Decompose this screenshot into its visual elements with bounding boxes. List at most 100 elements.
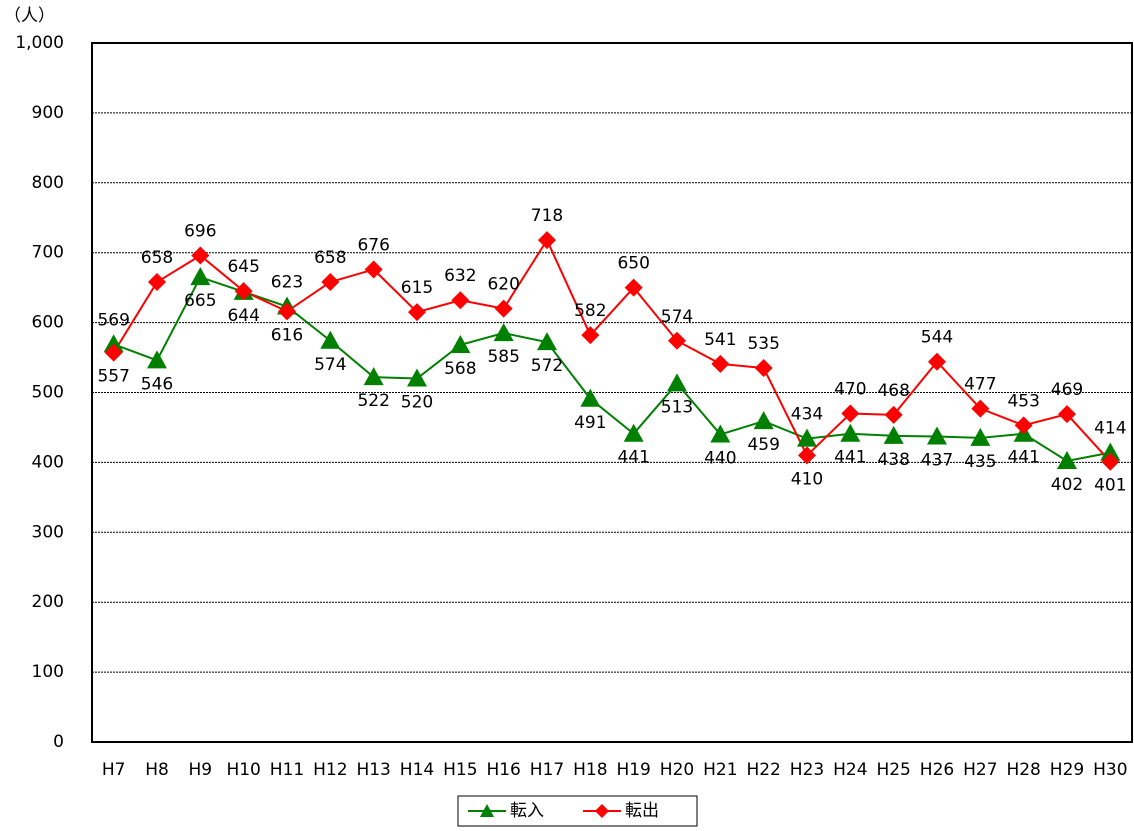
marker (537, 332, 557, 351)
data-label: 522 (357, 391, 389, 411)
data-label: 546 (141, 374, 173, 394)
legend-marker (595, 804, 609, 818)
marker (797, 428, 817, 447)
data-label: 435 (964, 452, 996, 472)
marker (234, 282, 253, 301)
marker (1014, 416, 1033, 435)
data-label: 644 (227, 306, 259, 326)
data-label: 650 (617, 254, 649, 274)
data-label: 453 (1007, 391, 1039, 411)
y-tick-label: 400 (32, 452, 64, 472)
marker (493, 323, 514, 342)
marker (971, 399, 990, 418)
x-tick-label: H29 (1050, 760, 1084, 780)
y-tick-label: 800 (32, 173, 64, 193)
x-tick-label: H21 (703, 760, 737, 780)
marker (147, 350, 167, 369)
marker (278, 302, 296, 321)
legend-item: 転出 (583, 801, 659, 821)
data-label: 477 (964, 375, 996, 395)
marker (104, 343, 123, 362)
x-tick-label: H14 (400, 760, 434, 780)
marker (1058, 405, 1076, 424)
marker (883, 425, 904, 444)
data-label: 623 (271, 273, 303, 293)
marker (753, 411, 774, 430)
marker (321, 273, 340, 292)
data-label: 535 (747, 334, 779, 354)
x-tick-label: H22 (746, 760, 780, 780)
data-label: 557 (97, 367, 129, 387)
data-label: 658 (314, 248, 346, 268)
data-label: 459 (747, 435, 779, 455)
plot-frame (91, 42, 1133, 743)
marker (580, 388, 601, 407)
data-label: 469 (1051, 380, 1083, 400)
marker (494, 299, 513, 318)
data-label: 620 (487, 275, 519, 295)
marker (407, 368, 427, 387)
x-tick-label: H12 (313, 760, 347, 780)
data-label: 696 (184, 221, 216, 241)
marker (927, 426, 947, 445)
x-tick-label: H20 (660, 760, 694, 780)
x-tick-label: H17 (530, 760, 564, 780)
data-label: 718 (531, 206, 563, 226)
x-tick-label: H13 (356, 760, 390, 780)
series-line (113, 275, 1111, 463)
x-tick-label: H23 (790, 760, 824, 780)
x-tick-label: H10 (226, 760, 260, 780)
x-tick-label: H25 (876, 760, 910, 780)
marker (928, 352, 946, 371)
y-tick-label: 500 (32, 383, 64, 403)
marker (538, 231, 556, 250)
marker (451, 291, 470, 310)
marker (841, 404, 860, 423)
marker (364, 260, 383, 279)
marker (711, 354, 730, 373)
data-label: 616 (271, 325, 303, 345)
data-label: 665 (184, 291, 216, 311)
x-tick-label: H7 (102, 760, 126, 780)
x-tick-label: H19 (616, 760, 650, 780)
x-tick-label: H28 (1006, 760, 1040, 780)
marker (363, 367, 384, 386)
x-tick-label: H18 (573, 760, 607, 780)
data-label: 441 (834, 448, 866, 468)
marker (191, 246, 210, 265)
data-label: 468 (877, 381, 909, 401)
marker (1101, 452, 1120, 471)
x-tick-label: H11 (270, 760, 304, 780)
marker (970, 427, 991, 446)
y-tick-label: 600 (32, 313, 64, 333)
series-line (112, 238, 1112, 463)
marker (754, 359, 773, 378)
data-label: 434 (791, 405, 823, 425)
x-tick-label: H24 (833, 760, 867, 780)
x-tick-label: H16 (486, 760, 520, 780)
legend-marker (480, 804, 494, 817)
data-label: 569 (97, 310, 129, 330)
data-label: 410 (791, 469, 823, 489)
marker (103, 334, 124, 353)
marker (623, 423, 644, 442)
data-label: 414 (1094, 419, 1126, 439)
data-label: 402 (1051, 475, 1083, 495)
data-label: 572 (531, 356, 563, 376)
data-label: 585 (487, 347, 519, 367)
y-tick-label: 0 (53, 732, 64, 752)
data-label: 441 (1007, 448, 1039, 468)
data-label: 615 (401, 278, 433, 298)
legend-item: 転入 (468, 801, 544, 821)
data-label: 574 (314, 355, 346, 375)
marker (798, 446, 816, 465)
data-label: 544 (921, 328, 953, 348)
marker (320, 330, 341, 349)
data-label: 658 (141, 248, 173, 268)
data-label: 574 (661, 307, 693, 327)
data-label: 513 (661, 397, 693, 417)
legend-label: 転出 (625, 801, 659, 821)
data-label: 632 (444, 266, 476, 286)
y-unit: （人） (4, 6, 55, 26)
